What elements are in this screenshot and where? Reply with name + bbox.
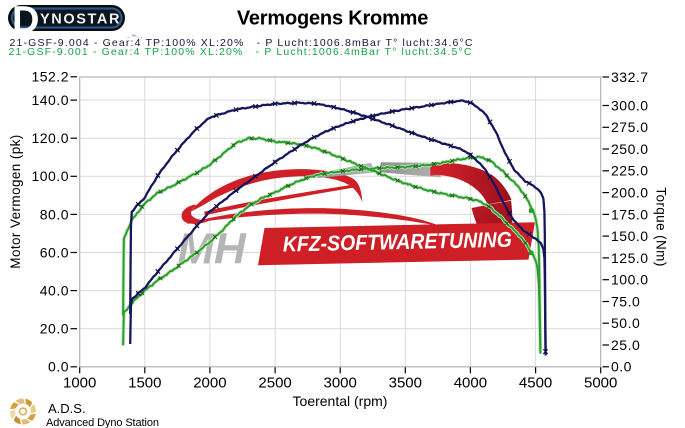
svg-text:100.0: 100.0 (31, 168, 69, 184)
svg-text:YNOSTAR: YNOSTAR (40, 12, 121, 28)
svg-text:D: D (12, 0, 39, 42)
svg-text:Vermogens Kromme: Vermogens Kromme (237, 8, 428, 30)
svg-text:75.0: 75.0 (611, 293, 640, 309)
svg-text:150.0: 150.0 (611, 228, 649, 244)
svg-text:100.0: 100.0 (611, 272, 649, 288)
svg-text:140.0: 140.0 (31, 92, 69, 108)
svg-text:275.0: 275.0 (611, 119, 649, 135)
svg-text:152.2: 152.2 (31, 69, 69, 85)
svg-text:120.0: 120.0 (31, 130, 69, 146)
svg-text:Advanced Dyno Station: Advanced Dyno Station (46, 417, 159, 428)
svg-text:20.0: 20.0 (40, 321, 69, 337)
svg-text:80.0: 80.0 (40, 206, 69, 222)
svg-text:250.0: 250.0 (611, 141, 649, 157)
svg-text:40.0: 40.0 (40, 283, 69, 299)
svg-text:1000: 1000 (63, 375, 96, 392)
svg-text:60.0: 60.0 (40, 244, 69, 260)
svg-text:21-GSF-9.004 - Gear:4 TP:100%: 21-GSF-9.004 - Gear:4 TP:100% XL:20% - P… (10, 37, 474, 49)
svg-text:0.0: 0.0 (48, 359, 69, 375)
svg-text:2000: 2000 (193, 375, 226, 392)
svg-text:4500: 4500 (519, 375, 552, 392)
svg-text:5000: 5000 (584, 375, 617, 392)
svg-text:Motor Vermogen (pk): Motor Vermogen (pk) (8, 134, 23, 268)
svg-text:50.0: 50.0 (611, 315, 640, 331)
svg-text:21-GSF-9.001 - Gear:4 TP:100%: 21-GSF-9.001 - Gear:4 TP:100% XL:20% - P… (9, 46, 473, 58)
svg-text:Toerental (rpm): Toerental (rpm) (293, 393, 388, 409)
svg-text:332.7: 332.7 (611, 69, 649, 85)
svg-text:0.0: 0.0 (611, 359, 632, 375)
svg-text:3500: 3500 (389, 375, 422, 392)
svg-text:300.0: 300.0 (611, 97, 649, 113)
svg-text:175.0: 175.0 (611, 206, 649, 222)
svg-text:125.0: 125.0 (611, 250, 649, 266)
svg-text:4000: 4000 (454, 375, 487, 392)
svg-text:Torque (Nm): Torque (Nm) (654, 187, 669, 266)
svg-text:2500: 2500 (258, 375, 291, 392)
svg-text:3000: 3000 (324, 375, 357, 392)
svg-text:…™·…: …™·… (126, 34, 143, 40)
svg-text:MH: MH (178, 225, 247, 274)
svg-text:A.D.S.: A.D.S. (48, 401, 86, 416)
svg-text:1500: 1500 (128, 375, 161, 392)
svg-text:25.0: 25.0 (611, 337, 640, 353)
svg-text:225.0: 225.0 (611, 163, 649, 179)
svg-text:KFZ-SOFTWARETUNING: KFZ-SOFTWARETUNING (283, 228, 513, 257)
svg-text:200.0: 200.0 (611, 185, 649, 201)
